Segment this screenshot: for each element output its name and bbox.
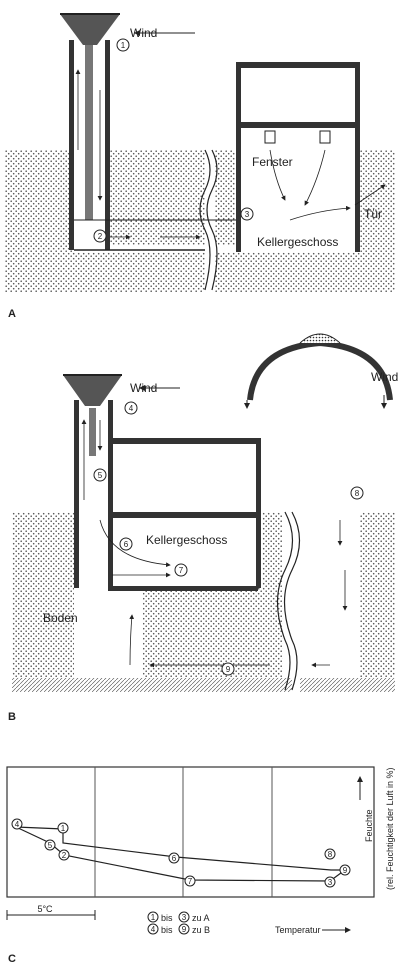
svg-text:2: 2 bbox=[98, 232, 103, 241]
building-b bbox=[108, 438, 301, 691]
svg-text:3: 3 bbox=[182, 913, 187, 922]
svg-text:bis: bis bbox=[161, 925, 173, 935]
svg-text:7: 7 bbox=[188, 877, 193, 886]
svg-text:3: 3 bbox=[328, 878, 333, 887]
svg-text:6: 6 bbox=[124, 540, 129, 549]
soil-a bbox=[5, 150, 395, 292]
svg-text:8: 8 bbox=[328, 850, 333, 859]
svg-text:1: 1 bbox=[121, 41, 126, 50]
marker-5: 5 bbox=[93, 468, 107, 482]
basement-label-a: Kellergeschoss bbox=[257, 235, 338, 249]
wind-label-a: Wind bbox=[130, 26, 157, 40]
svg-text:5: 5 bbox=[48, 841, 53, 850]
svg-text:3: 3 bbox=[245, 210, 250, 219]
svg-text:4: 4 bbox=[151, 925, 156, 934]
marker-9: 9 bbox=[221, 662, 235, 676]
soil-label-b: Boden bbox=[43, 611, 78, 625]
x-axis-label: Temperatur bbox=[275, 925, 321, 935]
svg-text:9: 9 bbox=[343, 866, 348, 875]
svg-text:9: 9 bbox=[226, 665, 231, 674]
door-label-a: Tür bbox=[364, 207, 382, 221]
window-label-a: Fenster bbox=[252, 155, 293, 169]
panel-c: 4 1 5 2 6 7 8 9 3 Feuchte (rel. Feuchtig… bbox=[6, 766, 395, 965]
airflow-arrows-a bbox=[75, 30, 386, 240]
chimney-a bbox=[60, 13, 120, 250]
marker-3: 3 bbox=[240, 207, 254, 221]
svg-text:1: 1 bbox=[61, 824, 66, 833]
svg-text:5: 5 bbox=[98, 471, 103, 480]
svg-text:4: 4 bbox=[129, 404, 134, 413]
svg-text:4: 4 bbox=[15, 820, 20, 829]
svg-text:7: 7 bbox=[179, 566, 184, 575]
marker-2: 2 bbox=[93, 229, 107, 243]
y-axis-side-label: (rel. Feuchtigkeit der Luft in %) bbox=[385, 767, 395, 890]
building-a bbox=[236, 62, 360, 252]
wind-label-b: Wind bbox=[130, 381, 157, 395]
tunnel-a bbox=[74, 149, 240, 291]
svg-text:1: 1 bbox=[151, 913, 156, 922]
dome-inset bbox=[244, 333, 393, 409]
svg-text:zu A: zu A bbox=[192, 913, 210, 923]
panel-b: 4 5 6 7 8 9 Wind Wind Kellergeschoss Bod… bbox=[8, 333, 398, 723]
svg-text:9: 9 bbox=[182, 925, 187, 934]
panel-letter-c: C bbox=[8, 953, 16, 965]
marker-7: 7 bbox=[174, 563, 188, 577]
basement-label-b: Kellergeschoss bbox=[146, 533, 227, 547]
svg-text:bis: bis bbox=[161, 913, 173, 923]
soil-b bbox=[12, 512, 395, 692]
panel-letter-a: A bbox=[8, 308, 16, 320]
chimney-b bbox=[63, 374, 122, 588]
panel-letter-b: B bbox=[8, 711, 16, 723]
scale-label: 5°C bbox=[37, 904, 53, 914]
marker-4: 4 bbox=[124, 401, 138, 415]
svg-text:zu B: zu B bbox=[192, 925, 210, 935]
panel-a: 1 2 3 Wind Fenster Tür Kellergeschoss A bbox=[5, 13, 395, 320]
svg-text:2: 2 bbox=[62, 851, 67, 860]
marker-1: 1 bbox=[116, 38, 130, 52]
curve-a bbox=[15, 826, 345, 871]
svg-text:6: 6 bbox=[172, 854, 177, 863]
legend-c: 1 bis 3 zu A 4 bis 9 zu B bbox=[147, 911, 210, 935]
svg-text:8: 8 bbox=[355, 489, 360, 498]
chart-markers: 4 1 5 2 6 7 8 9 3 bbox=[11, 818, 351, 888]
marker-6: 6 bbox=[119, 537, 133, 551]
graph-frame bbox=[6, 766, 375, 898]
airflow-arrows-b bbox=[81, 385, 348, 668]
dome-wind-label: Wind bbox=[371, 370, 398, 384]
y-axis-label: Feuchte bbox=[364, 809, 374, 842]
marker-8: 8 bbox=[350, 486, 364, 500]
